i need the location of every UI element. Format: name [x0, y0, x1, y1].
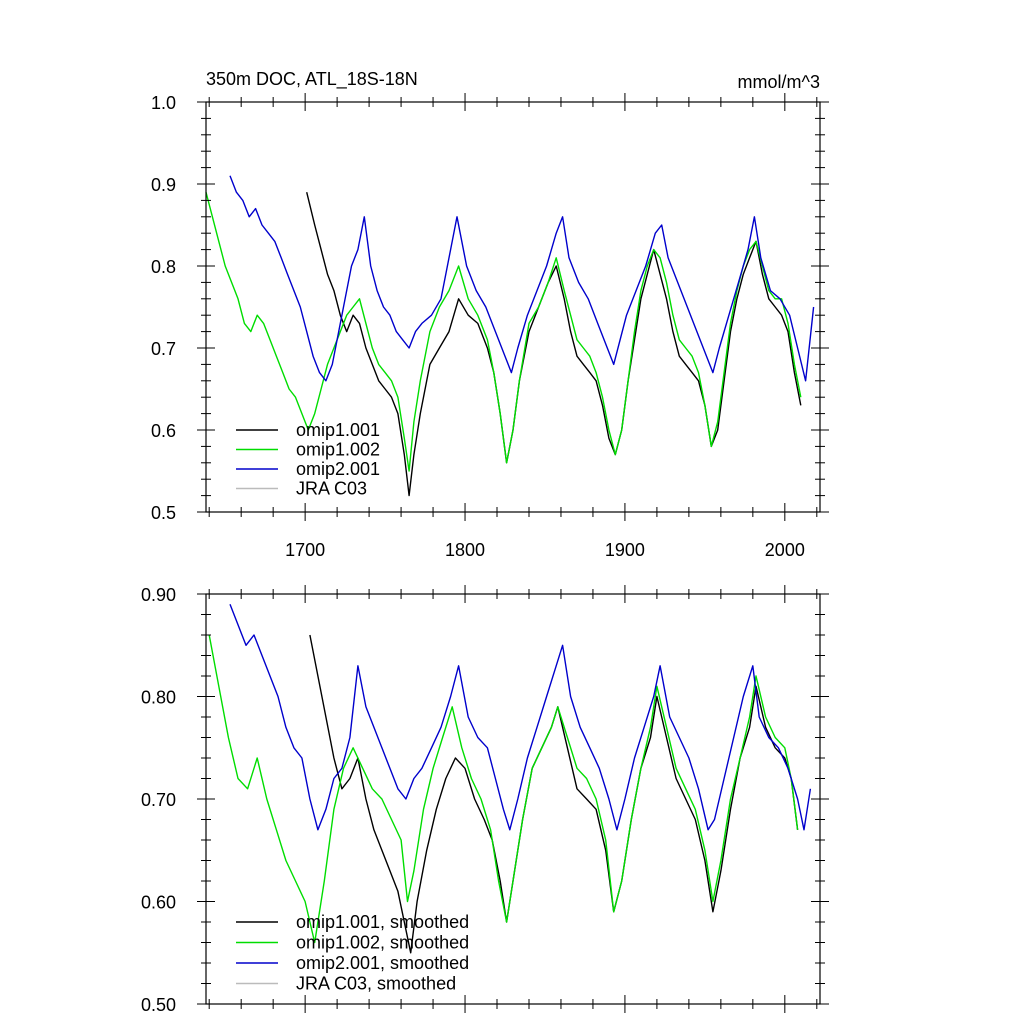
top-panel: 350m DOC, ATL_18S-18N mmol/m^3 1700 1800 1… [151, 69, 829, 560]
top-ytick-label: 0.6 [151, 421, 176, 441]
top-legend-label-0: omip1.001 [296, 420, 380, 440]
bottom-series-line-1 [208, 634, 799, 944]
bottom-series-line-2 [229, 604, 812, 831]
top-panel-frame [205, 101, 821, 513]
bottom-ytick-label: 0.80 [141, 688, 176, 708]
top-panel-title: 350m DOC, ATL_18S-18N [206, 69, 418, 90]
bottom-legend-label-0: omip1.001, smoothed [296, 912, 469, 932]
top-xtick-label: 1800 [445, 540, 485, 560]
bottom-ytick-label: 0.70 [141, 790, 176, 810]
top-ytick-label: 0.8 [151, 257, 176, 277]
top-series-line-0 [306, 192, 802, 497]
bottom-panel: 0.50 0.60 0.70 0.80 0.90 omip1.001, smoothed… [141, 585, 829, 1015]
top-ytick-label: 0.7 [151, 339, 176, 359]
top-ytick-label: 0.5 [151, 503, 176, 523]
top-ytick-label: 1.0 [151, 93, 176, 113]
bottom-panel-ticks: 0.50 0.60 0.70 0.80 0.90 [141, 585, 829, 1015]
top-panel-series [205, 175, 815, 497]
top-legend-label-3: JRA C03 [296, 479, 367, 499]
top-legend-label-1: omip1.002 [296, 440, 380, 460]
top-xtick-label: 1700 [285, 540, 325, 560]
top-xtick-label: 2000 [765, 540, 805, 560]
top-series-line-1 [205, 192, 802, 472]
top-xtick-label: 1900 [605, 540, 645, 560]
bottom-ytick-label: 0.50 [141, 995, 176, 1015]
top-panel-units: mmol/m^3 [738, 72, 820, 92]
bottom-ytick-label: 0.60 [141, 893, 176, 913]
bottom-legend-label-3: JRA C03, smoothed [296, 974, 456, 994]
top-legend-label-2: omip2.001 [296, 459, 380, 479]
top-ytick-label: 0.9 [151, 175, 176, 195]
bottom-ytick-label: 0.90 [141, 585, 176, 605]
bottom-legend-label-2: omip2.001, smoothed [296, 953, 469, 973]
top-panel-ticks: 1700 1800 1900 2000 0.5 0.6 0.7 0.8 0.9 1.0 [151, 93, 829, 560]
bottom-panel-series [208, 604, 812, 954]
bottom-legend-label-1: omip1.002, smoothed [296, 933, 469, 953]
top-series-line-2 [229, 175, 815, 382]
